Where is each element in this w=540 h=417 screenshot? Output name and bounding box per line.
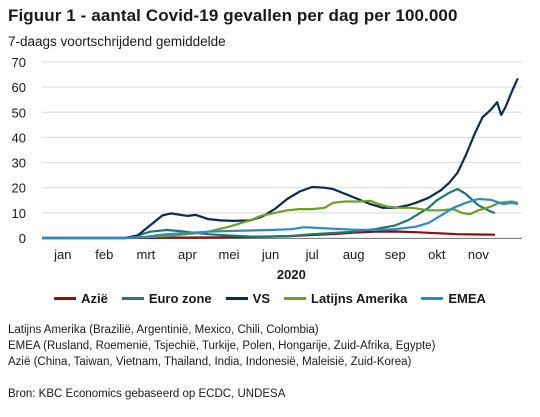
x-tick-label: nov bbox=[468, 247, 489, 262]
series-lines bbox=[42, 77, 519, 240]
x-tick-label: okt bbox=[428, 247, 446, 262]
y-tick-label: 20 bbox=[12, 181, 26, 196]
chart-title: Figuur 1 - aantal Covid-19 gevallen per … bbox=[8, 6, 458, 25]
x-tick-label: aug bbox=[343, 247, 365, 262]
legend-label: VS bbox=[252, 291, 270, 306]
line-chart: 0 10 20 30 40 50 60 70 jan feb mrt apr mei jun jul aug… bbox=[12, 55, 522, 282]
footnote-emea: EMEA (Rusland, Roemenië, Tsjechië, Turki… bbox=[8, 340, 436, 352]
legend-item: VS bbox=[225, 291, 270, 306]
series-line-3 bbox=[42, 199, 519, 240]
legend-swatch bbox=[54, 297, 77, 300]
legend-label: Euro zone bbox=[148, 291, 212, 306]
chart-legend: Azië Euro zone VS Latijns Amerika EMEA bbox=[0, 291, 540, 306]
series-line-4 bbox=[42, 197, 519, 240]
legend-label: Latijns Amerika bbox=[311, 291, 408, 306]
legend-swatch bbox=[225, 297, 248, 300]
x-tick-label: jan bbox=[53, 247, 71, 262]
y-tick-label: 40 bbox=[12, 130, 26, 145]
y-tick-label: 70 bbox=[12, 55, 26, 70]
y-tick-label: 0 bbox=[19, 231, 26, 246]
y-tick-label: 30 bbox=[12, 156, 26, 171]
footnote-latam: Latijns Amerika (Brazilië, Argentinië, M… bbox=[8, 324, 319, 336]
x-tick-label: jul bbox=[305, 247, 319, 262]
legend-label: Azië bbox=[81, 291, 108, 306]
y-tick-label: 60 bbox=[12, 80, 26, 95]
legend-item: Euro zone bbox=[121, 291, 212, 306]
series-line-2 bbox=[42, 77, 519, 240]
x-tick-label: apr bbox=[178, 247, 197, 262]
x-tick-label: feb bbox=[95, 247, 113, 262]
legend-label: EMEA bbox=[448, 291, 486, 306]
y-axis-ticks: 0 10 20 30 40 50 60 70 bbox=[12, 55, 26, 246]
legend-item: Azië bbox=[54, 291, 108, 306]
x-axis-ticks: jan feb mrt apr mei jun jul aug sep okt nov bbox=[42, 238, 522, 262]
series-line-1 bbox=[42, 187, 496, 240]
footnote-asia: Azië (China, Taiwan, Vietnam, Thailand, … bbox=[8, 356, 412, 368]
x-axis-group-label: 2020 bbox=[277, 267, 306, 282]
legend-item: EMEA bbox=[421, 291, 486, 306]
x-tick-label: mei bbox=[219, 247, 240, 262]
x-tick-label: mrt bbox=[137, 247, 156, 262]
chart-subtitle: 7-daags voortschrijdend gemiddelde bbox=[8, 34, 226, 49]
legend-swatch bbox=[421, 297, 444, 300]
y-tick-label: 10 bbox=[12, 206, 26, 221]
x-tick-label: sep bbox=[385, 247, 406, 262]
x-tick-label: jun bbox=[261, 247, 279, 262]
legend-swatch bbox=[284, 297, 306, 300]
source-note: Bron: KBC Economics gebaseerd op ECDC, U… bbox=[8, 388, 286, 400]
y-tick-label: 50 bbox=[12, 105, 26, 120]
legend-item: Latijns Amerika bbox=[284, 291, 407, 306]
footnotes: Latijns Amerika (Brazilië, Argentinië, M… bbox=[8, 322, 435, 370]
legend-swatch bbox=[121, 297, 144, 300]
